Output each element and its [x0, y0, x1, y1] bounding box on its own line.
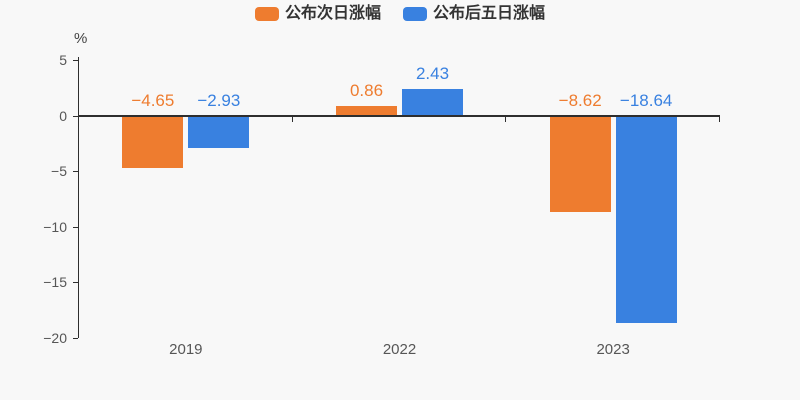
- x-axis-line: [79, 114, 720, 117]
- y-axis-tick: [73, 171, 78, 173]
- x-axis-label-2023: 2023: [596, 341, 630, 358]
- y-axis-tick-label: −15: [43, 274, 67, 291]
- bar-value-label: 2.43: [415, 63, 450, 83]
- bar-公布后五日涨幅-2023[interactable]: [615, 115, 677, 323]
- legend-swatch-blue-icon: [403, 7, 427, 21]
- bar-公布次日涨幅-2023[interactable]: [549, 115, 611, 212]
- bar-公布次日涨幅-2019[interactable]: [122, 115, 184, 168]
- bar-value-label: −8.62: [558, 90, 602, 110]
- legend-label-five-day-gain: 公布后五日涨幅: [433, 5, 546, 22]
- y-axis-unit-label: %: [74, 30, 88, 47]
- y-axis-tick: [73, 337, 78, 339]
- x-axis-label-2019: 2019: [169, 341, 203, 358]
- y-axis-tick-label: 5: [59, 52, 67, 69]
- y-axis-tick: [73, 115, 78, 117]
- legend-label-next-day-gain: 公布次日涨幅: [284, 5, 381, 22]
- y-axis-tick-label: −10: [43, 218, 67, 235]
- bar-公布次日涨幅-2022[interactable]: [336, 106, 397, 116]
- x-axis-tick: [291, 116, 293, 122]
- legend: 公布次日涨幅 公布后五日涨幅: [0, 5, 800, 23]
- y-axis-tick-label: −20: [43, 329, 67, 346]
- bar-公布后五日涨幅-2022[interactable]: [402, 88, 463, 116]
- y-axis-line: [78, 57, 79, 338]
- x-axis-tick: [505, 116, 507, 122]
- y-axis-tick-label: 0: [59, 107, 67, 124]
- y-axis-tick: [73, 226, 78, 228]
- bar-公布后五日涨幅-2019[interactable]: [188, 115, 250, 149]
- bar-value-label: 0.86: [349, 81, 384, 101]
- legend-item-next-day-gain[interactable]: 公布次日涨幅: [254, 5, 381, 23]
- bar-value-label: −18.64: [619, 90, 673, 110]
- x-axis-label-2022: 2022: [382, 341, 417, 358]
- y-axis-tick: [73, 60, 78, 62]
- y-axis-tick: [73, 282, 78, 284]
- legend-swatch-orange-icon: [254, 7, 279, 21]
- bar-value-label: −2.93: [197, 90, 241, 110]
- legend-item-five-day-gain[interactable]: 公布后五日涨幅: [403, 5, 545, 23]
- bar-value-label: −4.65: [131, 90, 175, 110]
- x-axis-tick: [719, 116, 720, 122]
- y-axis-tick-label: −5: [51, 163, 67, 180]
